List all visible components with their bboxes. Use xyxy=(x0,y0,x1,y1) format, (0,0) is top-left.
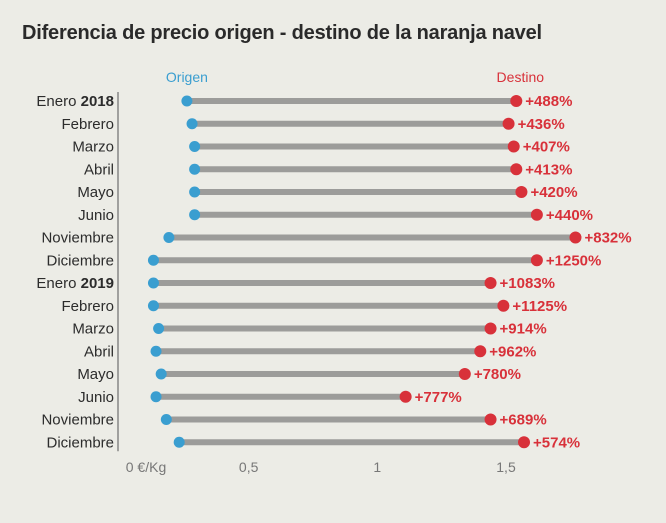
destino-dot xyxy=(458,368,471,380)
origen-dot xyxy=(186,118,198,130)
series-label-destino: Destino xyxy=(497,69,545,85)
destino-dot xyxy=(515,186,528,198)
change-label: +914% xyxy=(500,321,547,338)
x-tick-label: 0 €/Kg xyxy=(126,459,166,475)
row-label: Diciembre xyxy=(46,252,114,269)
row-label: Noviembre xyxy=(41,412,114,429)
destino-dot xyxy=(484,413,497,426)
origen-dot xyxy=(150,391,162,403)
origen-dot xyxy=(189,141,201,152)
change-label: +689% xyxy=(500,412,547,429)
origen-dot xyxy=(147,254,159,266)
destino-dot xyxy=(484,277,497,289)
destino-dot xyxy=(399,390,412,403)
origen-dot xyxy=(181,95,193,107)
origen-dot xyxy=(147,277,159,289)
change-label: +574% xyxy=(533,434,580,451)
change-label: +440% xyxy=(546,207,593,224)
chart-title: Diferencia de precio origen - destino de… xyxy=(22,22,542,44)
origen-dot xyxy=(155,368,167,380)
destino-dot xyxy=(484,322,497,335)
change-label: +832% xyxy=(584,230,631,247)
origen-dot xyxy=(150,345,162,357)
change-label: +1250% xyxy=(546,252,601,269)
row-label: Mayo xyxy=(77,184,114,201)
row-label: Febrero xyxy=(61,298,114,315)
row-label: Junio xyxy=(78,389,114,406)
row-label: Mayo xyxy=(77,366,114,383)
origen-dot xyxy=(163,232,175,243)
change-label: +1125% xyxy=(512,298,567,315)
series-label-origen: Origen xyxy=(166,69,208,85)
row-label: Diciembre xyxy=(46,434,114,451)
change-label: +488% xyxy=(525,93,572,110)
origen-dot xyxy=(160,414,172,425)
row-label: Febrero xyxy=(61,116,114,133)
origen-dot xyxy=(189,186,201,198)
destino-dot xyxy=(569,231,582,244)
change-label: +436% xyxy=(518,116,565,133)
destino-dot xyxy=(507,140,520,153)
destino-dot xyxy=(497,299,510,312)
row-label: Marzo xyxy=(72,321,114,338)
change-label: +420% xyxy=(530,184,577,201)
destino-dot xyxy=(474,345,487,358)
destino-dot xyxy=(530,208,543,221)
destino-dot xyxy=(510,95,523,107)
change-label: +962% xyxy=(489,343,536,360)
row-label: Abril xyxy=(84,343,114,360)
x-tick-label: 1,5 xyxy=(496,459,516,475)
origen-dot xyxy=(189,209,201,221)
row-label: Junio xyxy=(78,207,114,224)
change-label: +777% xyxy=(415,389,462,406)
row-label: Enero 2019 xyxy=(36,275,114,292)
destino-dot xyxy=(530,254,543,267)
x-tick-label: 1 xyxy=(373,459,381,475)
origen-dot xyxy=(147,300,159,312)
row-label: Enero 2018 xyxy=(36,93,114,110)
destino-dot xyxy=(518,436,531,449)
origen-dot xyxy=(189,163,201,175)
origen-dot xyxy=(153,323,165,334)
row-label: Noviembre xyxy=(41,230,114,247)
change-label: +780% xyxy=(474,366,521,383)
row-label: Abril xyxy=(84,161,114,178)
row-label: Marzo xyxy=(72,139,114,156)
destino-dot xyxy=(510,163,523,176)
x-tick-label: 0,5 xyxy=(239,459,259,475)
change-label: +407% xyxy=(523,139,570,156)
change-label: +1083% xyxy=(500,275,555,292)
destino-dot xyxy=(502,117,515,130)
change-label: +413% xyxy=(525,161,572,178)
origen-dot xyxy=(173,436,185,448)
